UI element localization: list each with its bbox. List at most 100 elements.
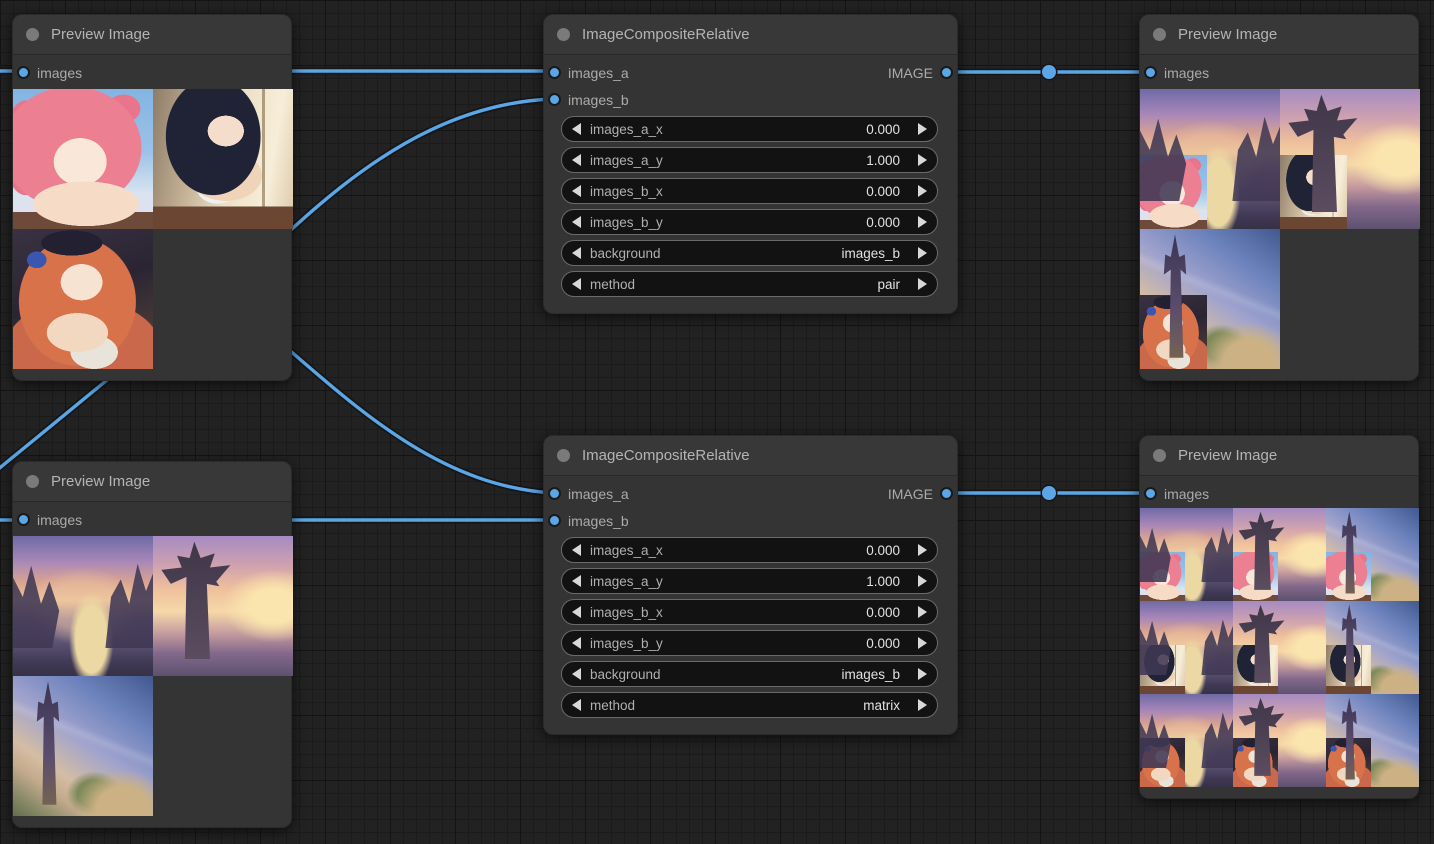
widget-name: images_a_x <box>590 121 663 137</box>
output-slot-image[interactable] <box>940 487 953 500</box>
widget-value: images_b <box>841 666 900 682</box>
composite-overlay-image <box>1326 737 1371 787</box>
decrement-arrow-icon[interactable] <box>572 123 581 135</box>
node-titlebar[interactable]: Preview Image <box>1140 15 1418 55</box>
widget-name: images_b_x <box>590 604 663 620</box>
next-option-arrow-icon[interactable] <box>918 247 927 259</box>
collapse-dot[interactable] <box>1153 28 1166 41</box>
decrement-arrow-icon[interactable] <box>572 544 581 556</box>
node-image-composite-relative-top[interactable]: ImageCompositeRelative images_a IMAGE im… <box>543 14 958 314</box>
widget-images_b_y[interactable]: images_b_y 0.000 <box>561 630 938 656</box>
node-titlebar[interactable]: Preview Image <box>13 462 291 502</box>
node-titlebar[interactable]: ImageCompositeRelative <box>544 15 957 55</box>
input-slot-images_a[interactable] <box>548 66 561 79</box>
increment-arrow-icon[interactable] <box>918 216 927 228</box>
node-titlebar[interactable]: ImageCompositeRelative <box>544 436 957 476</box>
widget-name: images_a_y <box>590 152 663 168</box>
decrement-arrow-icon[interactable] <box>572 216 581 228</box>
composite-overlay-image <box>1140 737 1185 787</box>
widget-images_a_x[interactable]: images_a_x 0.000 <box>561 116 938 142</box>
widget-value: 0.000 <box>866 542 900 558</box>
widget-name: method <box>590 276 636 292</box>
next-option-arrow-icon[interactable] <box>918 278 927 290</box>
decrement-arrow-icon[interactable] <box>572 637 581 649</box>
next-option-arrow-icon[interactable] <box>918 699 927 711</box>
widget-value: pair <box>877 276 900 292</box>
increment-arrow-icon[interactable] <box>918 185 927 197</box>
collapse-dot[interactable] <box>1153 449 1166 462</box>
preview-image <box>1326 694 1419 787</box>
input-slot-label: images <box>37 511 83 528</box>
output-slot-image[interactable] <box>940 66 953 79</box>
widget-name: images_b_y <box>590 214 663 230</box>
reroute-dot[interactable] <box>1042 486 1056 500</box>
widget-value: 0.000 <box>866 121 900 137</box>
preview-image <box>13 229 153 369</box>
prev-option-arrow-icon[interactable] <box>572 247 581 259</box>
input-slot-images_b[interactable] <box>548 514 561 527</box>
widget-value: 1.000 <box>866 573 900 589</box>
node-preview-image-bottom-right[interactable]: Preview Image images <box>1139 435 1419 799</box>
composite-overlay-image <box>1233 737 1278 787</box>
widget-images_a_y[interactable]: images_a_y 1.000 <box>561 568 938 594</box>
node-preview-image-top-right[interactable]: Preview Image images <box>1139 14 1420 381</box>
composite-overlay-image <box>1140 551 1185 601</box>
node-preview-image-bottom-left[interactable]: Preview Image images <box>12 461 293 828</box>
next-option-arrow-icon[interactable] <box>918 668 927 680</box>
widget-images_b_x[interactable]: images_b_x 0.000 <box>561 178 938 204</box>
input-slot-images[interactable] <box>17 66 30 79</box>
output-slot-label: IMAGE <box>887 64 933 81</box>
node-titlebar[interactable]: Preview Image <box>1140 436 1418 476</box>
input-slot-images[interactable] <box>1144 66 1157 79</box>
widget-name: method <box>590 697 636 713</box>
prev-option-arrow-icon[interactable] <box>572 699 581 711</box>
decrement-arrow-icon[interactable] <box>572 185 581 197</box>
widget-images_b_y[interactable]: images_b_y 0.000 <box>561 209 938 235</box>
widget-method[interactable]: method matrix <box>561 692 938 718</box>
node-title: Preview Image <box>51 473 151 490</box>
preview-image <box>1326 508 1419 601</box>
widget-value: matrix <box>863 697 900 713</box>
increment-arrow-icon[interactable] <box>918 544 927 556</box>
widget-background[interactable]: background images_b <box>561 240 938 266</box>
collapse-dot[interactable] <box>557 449 570 462</box>
widget-method[interactable]: method pair <box>561 271 938 297</box>
widget-images_a_y[interactable]: images_a_y 1.000 <box>561 147 938 173</box>
preview-image <box>1140 601 1233 694</box>
increment-arrow-icon[interactable] <box>918 606 927 618</box>
prev-option-arrow-icon[interactable] <box>572 278 581 290</box>
increment-arrow-icon[interactable] <box>918 154 927 166</box>
preview-image <box>1233 601 1326 694</box>
decrement-arrow-icon[interactable] <box>572 606 581 618</box>
node-title: Preview Image <box>1178 26 1278 43</box>
widget-images_b_x[interactable]: images_b_x 0.000 <box>561 599 938 625</box>
composite-overlay-image <box>1233 644 1278 694</box>
collapse-dot[interactable] <box>557 28 570 41</box>
collapse-dot[interactable] <box>26 28 39 41</box>
preview-image-grid <box>1140 508 1419 787</box>
composite-overlay-image <box>1140 154 1208 229</box>
input-slot-images[interactable] <box>1144 487 1157 500</box>
input-slot-images_b[interactable] <box>548 93 561 106</box>
increment-arrow-icon[interactable] <box>918 123 927 135</box>
increment-arrow-icon[interactable] <box>918 637 927 649</box>
input-slot-images[interactable] <box>17 513 30 526</box>
preview-image <box>1280 89 1420 229</box>
input-slot-images_a[interactable] <box>548 487 561 500</box>
composite-overlay-image <box>1233 551 1278 601</box>
decrement-arrow-icon[interactable] <box>572 154 581 166</box>
preview-image <box>1140 89 1280 229</box>
prev-option-arrow-icon[interactable] <box>572 668 581 680</box>
node-image-composite-relative-bottom[interactable]: ImageCompositeRelative images_a IMAGE im… <box>543 435 958 735</box>
widget-images_a_x[interactable]: images_a_x 0.000 <box>561 537 938 563</box>
preview-image <box>1326 601 1419 694</box>
decrement-arrow-icon[interactable] <box>572 575 581 587</box>
node-titlebar[interactable]: Preview Image <box>13 15 291 55</box>
widget-background[interactable]: background images_b <box>561 661 938 687</box>
reroute-dot[interactable] <box>1042 65 1056 79</box>
collapse-dot[interactable] <box>26 475 39 488</box>
widget-name: images_a_y <box>590 573 663 589</box>
node-preview-image-top-left[interactable]: Preview Image images <box>12 14 293 381</box>
increment-arrow-icon[interactable] <box>918 575 927 587</box>
